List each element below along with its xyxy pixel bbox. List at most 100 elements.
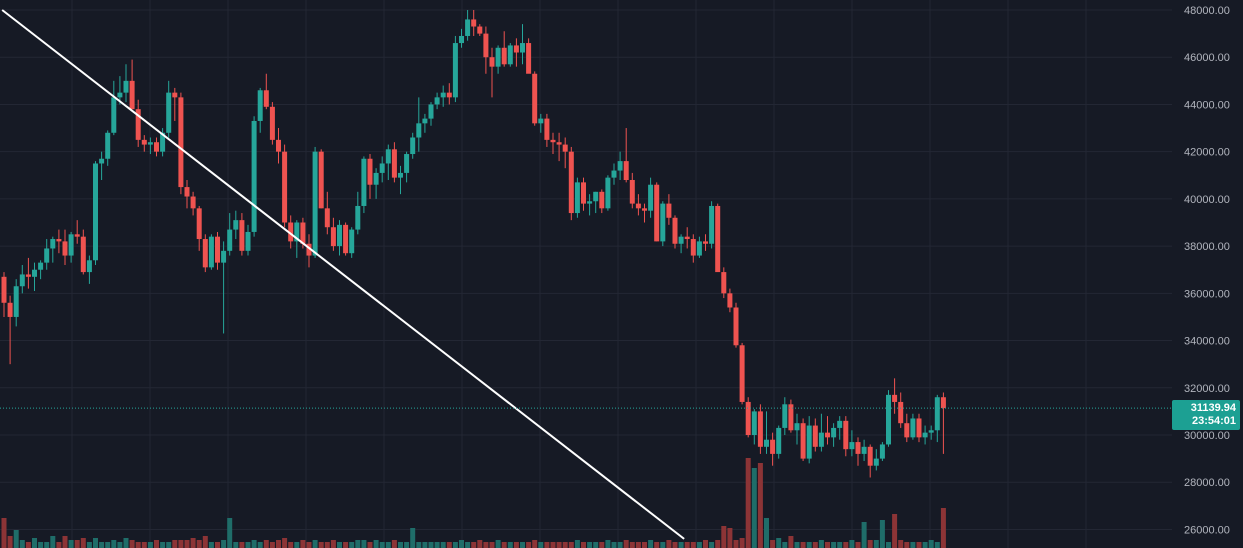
candle-down (74, 234, 80, 237)
volume-bar (422, 542, 428, 548)
volume-bar (898, 540, 904, 548)
volume-bar (318, 542, 324, 548)
volume-bar (886, 542, 891, 548)
volume-bar (410, 528, 416, 548)
candle-down (654, 184, 660, 242)
volume-bar (93, 538, 98, 548)
volume-bar (233, 542, 239, 548)
volume-bar (452, 542, 458, 548)
volume-bar (635, 542, 641, 548)
candle-up (910, 418, 916, 438)
candle-down (800, 423, 806, 459)
y-tick-label: 34000.00 (1184, 336, 1230, 348)
volume-bar (733, 540, 739, 548)
volume-bars (1, 458, 946, 548)
volume-bar (715, 540, 721, 548)
candle-up (19, 274, 25, 287)
volume-bar (922, 542, 928, 548)
candle-down (550, 139, 556, 143)
candle-down (282, 151, 288, 223)
candle-up (611, 170, 617, 178)
volume-bar (25, 542, 31, 548)
volume-bar (520, 542, 525, 548)
candle-down (135, 109, 141, 140)
volume-bar (343, 542, 349, 548)
candle-up (294, 222, 300, 242)
volume-bar (727, 528, 733, 548)
candle-up (922, 432, 928, 438)
candle-up (452, 43, 458, 98)
volume-bar (361, 540, 367, 548)
volume-bar (654, 542, 660, 548)
volume-bar (568, 542, 574, 548)
volume-bar (879, 520, 885, 548)
volume-bar (147, 542, 153, 548)
candle-up (398, 172, 403, 178)
candle-up (434, 97, 440, 105)
volume-bar (129, 540, 135, 548)
candle-up (44, 248, 50, 263)
candle-down (788, 404, 794, 431)
candle-up (861, 446, 867, 454)
volume-bar (117, 542, 123, 548)
volume-bar (928, 540, 934, 548)
volume-bar (282, 538, 288, 548)
candle-up (928, 430, 934, 433)
trendline (1, 9, 685, 540)
candle-up (818, 432, 824, 447)
candle-up (934, 397, 940, 431)
candle-down (501, 47, 507, 65)
candle-up (147, 142, 153, 145)
candle-down (532, 73, 538, 124)
y-tick-label: 32000.00 (1184, 383, 1230, 395)
y-tick-label: 48000.00 (1184, 5, 1230, 17)
volume-bar (855, 542, 861, 548)
candle-up (764, 439, 769, 447)
candle-up (123, 80, 129, 93)
candle-up (166, 92, 172, 133)
volume-bar (367, 542, 373, 548)
candle-up (507, 45, 513, 65)
candle-up (696, 241, 702, 256)
volume-bar (416, 542, 422, 548)
candle-up (849, 442, 855, 450)
volume-bar (550, 542, 556, 548)
volume-bar (648, 540, 654, 548)
volume-bar (306, 542, 312, 548)
volume-bar (404, 542, 410, 548)
candle-down (581, 182, 586, 204)
volume-bar (184, 540, 190, 548)
candle-down (623, 161, 629, 180)
y-tick-label: 26000.00 (1184, 524, 1230, 536)
candle-up (251, 120, 257, 232)
price-axis[interactable]: 26000.00 28000.00 30000.00 32000.00 34000.00… (1184, 5, 1230, 536)
volume-bar (459, 540, 464, 548)
volume-bar (690, 542, 696, 548)
volume-bar (696, 542, 702, 548)
volume-bar (764, 518, 769, 548)
candle-up (459, 35, 464, 44)
volume-bar (629, 542, 635, 548)
y-tick-label: 46000.00 (1184, 52, 1230, 64)
candle-down (867, 446, 873, 466)
candle-down (556, 142, 562, 145)
candle-down (391, 149, 397, 178)
volume-bar (660, 542, 666, 548)
candle-down (562, 144, 568, 152)
candle-up (208, 236, 214, 268)
candle-up (520, 43, 525, 53)
candle-up (99, 158, 105, 164)
candle-up (404, 154, 410, 173)
volume-bar (111, 540, 117, 548)
volume-bar (1, 518, 7, 548)
volume-bar (337, 542, 342, 548)
volume-bar (831, 542, 837, 548)
volume-bar (745, 458, 751, 548)
candle-down (202, 239, 208, 268)
volume-bar (562, 542, 568, 548)
candle-down (483, 33, 489, 58)
candle-up (105, 132, 111, 159)
candle-down (739, 345, 745, 402)
